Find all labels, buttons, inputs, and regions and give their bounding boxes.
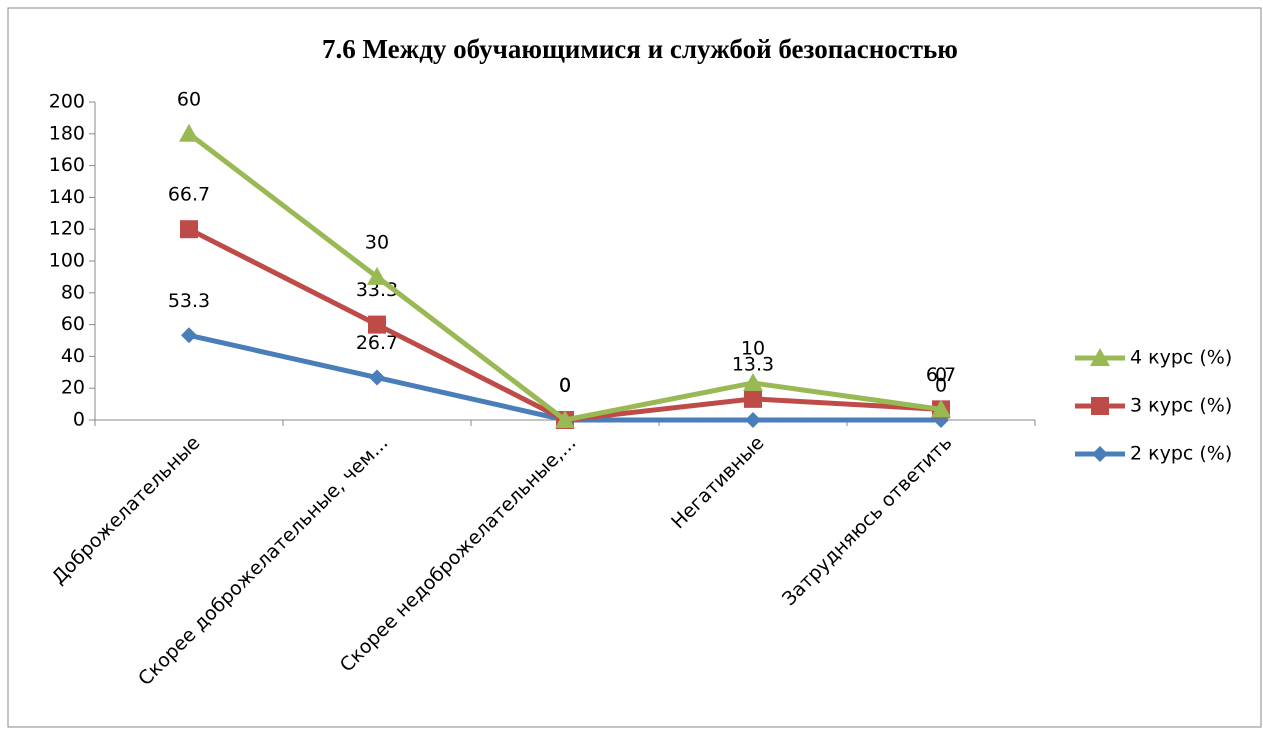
marker xyxy=(367,266,387,285)
legend-label: 2 курс (%) xyxy=(1130,443,1232,465)
data-label: 0 xyxy=(559,375,571,397)
y-tick-label: 120 xyxy=(49,218,85,240)
marker xyxy=(931,399,951,418)
data-label: 30 xyxy=(365,231,389,253)
y-tick-label: 180 xyxy=(49,122,85,144)
data-label: 66.7 xyxy=(168,184,210,206)
marker xyxy=(743,372,763,391)
marker xyxy=(369,369,385,386)
marker xyxy=(745,412,761,428)
y-tick-label: 60 xyxy=(61,313,85,335)
chart-frame xyxy=(7,7,1262,728)
y-tick-label: 20 xyxy=(61,377,85,399)
chart-title: 7.6 Между обучающимися и службой безопас… xyxy=(322,34,958,64)
data-label: 60 xyxy=(177,88,201,110)
legend-label: 4 курс (%) xyxy=(1130,347,1232,369)
marker xyxy=(1091,397,1109,415)
marker xyxy=(179,123,199,142)
data-label: 26.7 xyxy=(356,332,398,354)
y-tick-label: 0 xyxy=(73,409,85,431)
legend-label: 3 курс (%) xyxy=(1130,395,1232,417)
data-label: 0 xyxy=(935,375,947,397)
y-tick-label: 160 xyxy=(49,154,85,176)
y-tick-label: 140 xyxy=(49,186,85,208)
data-label: 10 xyxy=(741,337,765,359)
marker xyxy=(180,220,198,239)
data-label: 0 xyxy=(935,364,947,386)
marker xyxy=(555,410,575,428)
data-label: 13.3 xyxy=(732,353,774,375)
y-tick-label: 80 xyxy=(61,281,85,303)
data-label: 53.3 xyxy=(168,290,210,312)
data-label: 0 xyxy=(559,375,571,397)
y-tick-label: 100 xyxy=(49,250,85,272)
data-label: 0 xyxy=(559,375,571,397)
marker xyxy=(1090,348,1110,366)
marker xyxy=(1092,446,1108,462)
y-tick-label: 40 xyxy=(61,345,85,367)
marker xyxy=(181,327,197,344)
marker xyxy=(744,389,762,408)
y-tick-label: 200 xyxy=(49,91,85,113)
data-label: 6.7 xyxy=(926,364,956,386)
marker xyxy=(368,315,386,334)
